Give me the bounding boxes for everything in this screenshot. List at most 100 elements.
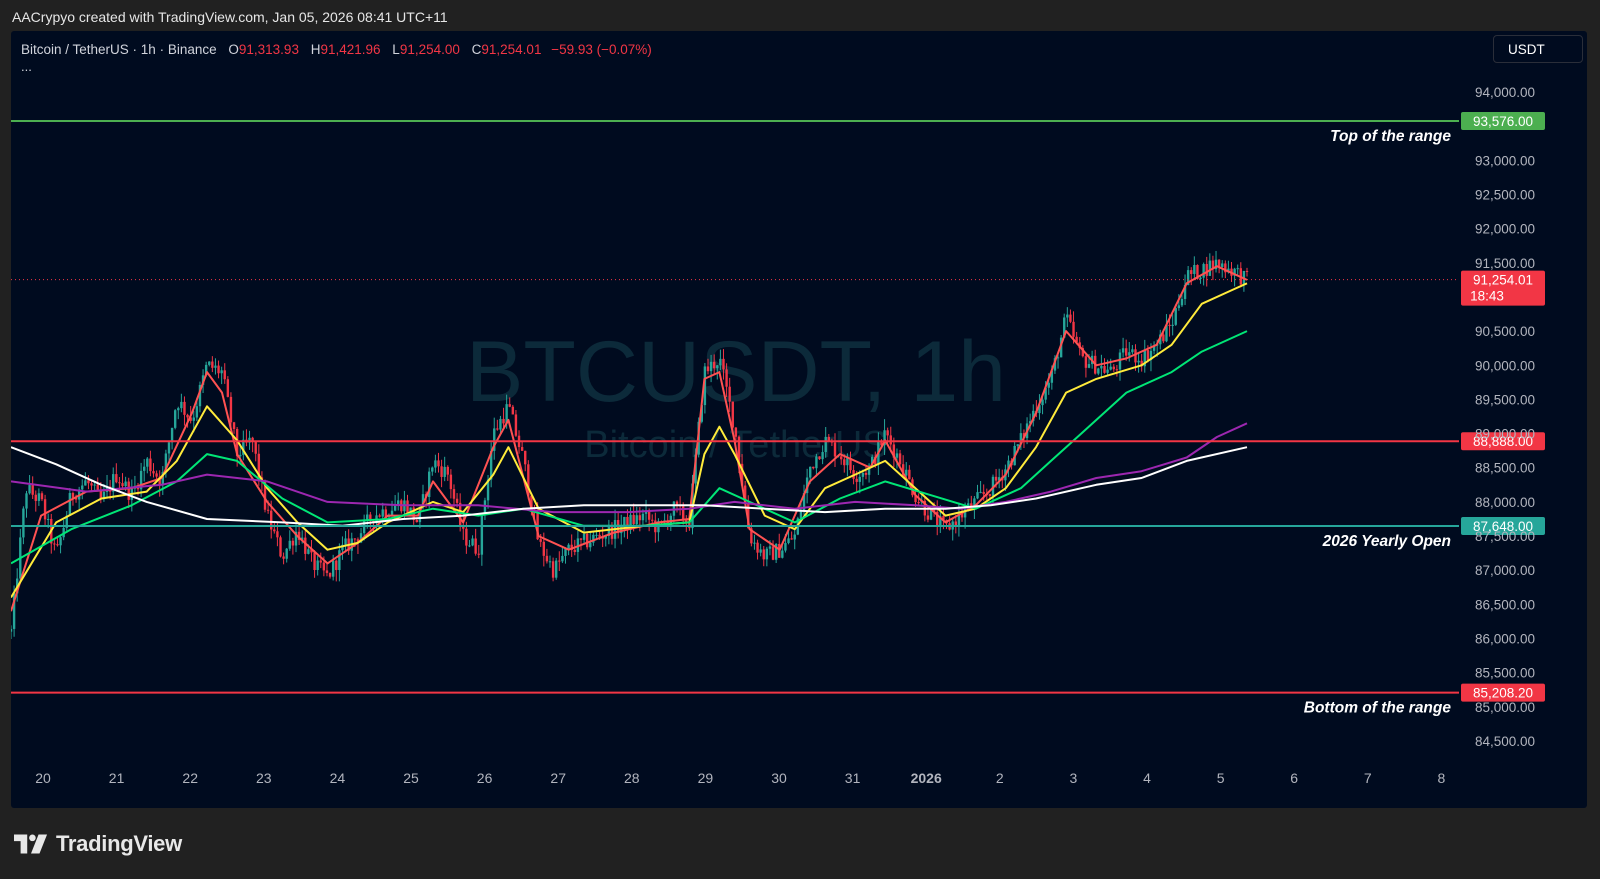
- level-price-1: 88,888.00: [1473, 434, 1533, 449]
- chart-panel[interactable]: BTCUSDT, 1h Bitcoin / TetherUS Top of th…: [11, 31, 1587, 808]
- candle-body: [22, 508, 25, 538]
- candle-body: [942, 516, 945, 521]
- candle-body: [954, 521, 958, 527]
- y-tick-label: 86,500.00: [1475, 597, 1535, 612]
- candle-body: [384, 509, 388, 518]
- candle-body: [963, 509, 967, 518]
- candle-body: [344, 538, 347, 545]
- candle-body: [895, 453, 899, 458]
- candle-body: [595, 534, 598, 536]
- candle-body: [217, 365, 220, 374]
- candle-body: [183, 401, 186, 415]
- more-indicators-button[interactable]: ...: [21, 59, 32, 74]
- candle-body: [192, 417, 195, 421]
- candle-body: [415, 519, 419, 523]
- candle-body: [1028, 421, 1032, 424]
- candle-body: [124, 481, 127, 487]
- candle-body: [149, 458, 152, 472]
- candle-body: [1063, 317, 1066, 338]
- candle-body: [855, 478, 858, 482]
- candle-body: [46, 518, 50, 520]
- candle-body: [353, 538, 357, 540]
- candle-body: [1041, 399, 1044, 406]
- candle-body: [886, 430, 889, 436]
- candle-body: [1149, 350, 1153, 361]
- x-tick-label: 29: [698, 770, 714, 786]
- candle-body: [121, 483, 124, 487]
- level-price-tag-3: [1461, 683, 1545, 702]
- price-axis[interactable]: 94,000.00 93,000.00 92,500.00 92,000.00 91,5…: [1475, 85, 1535, 749]
- candle-body: [784, 543, 787, 551]
- currency-selector[interactable]: USDT: [1493, 35, 1583, 63]
- candle-body: [973, 498, 976, 508]
- candle-body: [589, 542, 592, 548]
- candle-body: [164, 453, 168, 473]
- x-tick-label: 2026: [911, 770, 942, 786]
- candle-body: [861, 472, 865, 477]
- candle-body: [477, 553, 480, 555]
- candle-body: [11, 628, 13, 632]
- candle-body: [270, 510, 273, 530]
- candle-body: [71, 493, 75, 498]
- candle-body: [753, 542, 756, 544]
- tradingview-logo[interactable]: TradingView: [14, 831, 182, 857]
- y-tick-label: 90,500.00: [1475, 324, 1535, 339]
- level-price-tag-1: [1461, 432, 1545, 451]
- candle-body: [440, 466, 443, 477]
- candle-body: [313, 552, 316, 571]
- symbol-name[interactable]: Bitcoin / TetherUS · 1h · Binance: [21, 42, 217, 57]
- candle-body: [908, 469, 911, 480]
- candle-body: [725, 369, 728, 387]
- candle-body: [455, 498, 459, 503]
- x-tick-label: 26: [477, 770, 493, 786]
- candle-body: [208, 361, 211, 365]
- candle-body: [939, 516, 942, 527]
- candle-body: [465, 528, 468, 546]
- candle-body: [161, 472, 164, 486]
- horizontal-levels[interactable]: Top of the range 93,576.00 88,888.00 2026 Y…: [11, 111, 1545, 717]
- candle-body: [139, 470, 143, 490]
- candle-body: [1174, 308, 1177, 325]
- candle-body: [1193, 265, 1196, 274]
- candle-body: [778, 543, 781, 558]
- candle-body: [542, 541, 546, 556]
- candle-body: [874, 456, 877, 465]
- time-axis[interactable]: 20 21 22 23 24 25 26 27 28 29 30 31 2026 2 3 4 5 6 7 8: [35, 770, 1445, 786]
- candle-body: [970, 503, 973, 508]
- candle-body: [530, 495, 533, 512]
- candle-body: [514, 414, 518, 436]
- x-tick-label: 20: [35, 770, 51, 786]
- candle-body: [1224, 263, 1227, 273]
- close-value: 91,254.01: [481, 42, 542, 57]
- y-tick-label: 92,500.00: [1475, 187, 1535, 202]
- candle-body: [186, 414, 189, 418]
- candle-body: [143, 466, 146, 471]
- candle-body: [846, 457, 849, 466]
- candle-body: [223, 370, 226, 380]
- candle-body: [84, 480, 87, 486]
- candle-body: [331, 560, 335, 577]
- candle-body: [592, 534, 595, 543]
- candle-body: [167, 442, 171, 454]
- candle-body: [458, 502, 462, 525]
- candle-body: [647, 510, 651, 520]
- candle-body: [551, 561, 555, 578]
- ema-line-0: [11, 265, 1248, 612]
- candle-body: [555, 560, 558, 578]
- y-tick-label: 85,500.00: [1475, 666, 1535, 681]
- x-tick-label: 5: [1217, 770, 1225, 786]
- candle-body: [889, 435, 892, 445]
- price-chart[interactable]: BTCUSDT, 1h Bitcoin / TetherUS Top of th…: [11, 31, 1587, 808]
- candle-body: [146, 458, 149, 467]
- candle-body: [427, 471, 431, 498]
- y-tick-label: 89,500.00: [1475, 392, 1535, 407]
- candle-body: [1177, 305, 1181, 309]
- candle-body: [1112, 366, 1115, 370]
- candle-body: [1183, 284, 1187, 299]
- candle-body: [381, 509, 384, 517]
- candle-body: [452, 489, 456, 499]
- candle-body: [12, 593, 16, 629]
- y-tick-label: 90,000.00: [1475, 358, 1535, 373]
- candle-body: [793, 534, 796, 540]
- high-value: 91,421.96: [320, 42, 381, 57]
